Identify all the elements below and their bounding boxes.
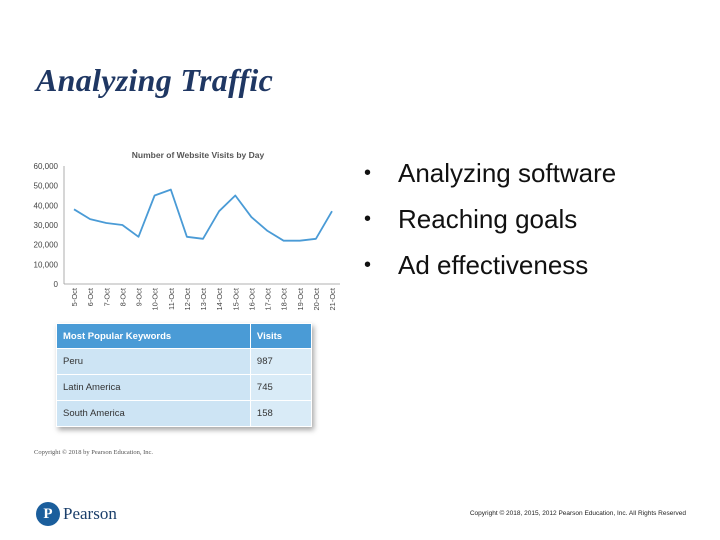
x-tick-label: 16-Oct	[247, 287, 256, 310]
bullet-dot: •	[364, 207, 372, 230]
bullet-item: • Reaching goals	[364, 196, 616, 242]
x-tick-label: 8-Oct	[118, 287, 127, 306]
y-tick-label: 60,000	[34, 162, 59, 171]
y-tick-label: 40,000	[34, 201, 59, 210]
y-tick-label: 20,000	[34, 241, 59, 250]
bullet-text: Ad effectiveness	[398, 249, 589, 280]
pearson-logo: P Pearson	[36, 502, 117, 526]
chart-title: Number of Website Visits by Day	[132, 150, 265, 160]
bullet-item: • Ad effectiveness	[364, 242, 616, 288]
bullet-dot: •	[364, 253, 372, 276]
keyword-cell: Peru	[56, 348, 251, 375]
y-tick-label: 30,000	[34, 221, 59, 230]
bullet-text: Analyzing software	[398, 157, 617, 188]
table-row: Latin America 745	[56, 374, 313, 401]
x-tick-label: 19-Oct	[296, 287, 305, 310]
visits-cell: 987	[249, 348, 313, 375]
y-tick-label: 50,000	[34, 182, 59, 191]
visits-cell: 745	[249, 374, 313, 401]
x-tick-label: 20-Oct	[312, 287, 321, 310]
table-row: Peru 987	[56, 348, 313, 375]
slide-title: Analyzing Traffic	[36, 62, 274, 98]
x-tick-label: 17-Oct	[264, 287, 273, 310]
header-visits: Visits	[249, 323, 313, 349]
bullet-dot: •	[364, 161, 372, 184]
bullet-text: Reaching goals	[398, 203, 578, 234]
y-tick-label: 0	[54, 280, 59, 289]
y-tick-label: 10,000	[34, 260, 59, 269]
x-tick-label: 21-Oct	[328, 287, 337, 310]
x-tick-label: 5-Oct	[70, 287, 79, 306]
x-tick-label: 18-Oct	[280, 287, 289, 310]
visits-cell: 158	[249, 400, 313, 427]
bullet-item: • Analyzing software	[364, 150, 616, 196]
x-tick-label: 7-Oct	[102, 287, 111, 306]
x-tick-label: 9-Oct	[135, 287, 144, 306]
header-keywords: Most Popular Keywords	[56, 323, 251, 349]
x-tick-label: 10-Oct	[151, 287, 160, 310]
pearson-mark-icon: P	[36, 502, 60, 526]
x-tick-label: 6-Oct	[86, 287, 95, 306]
bullet-list: • Analyzing software • Reaching goals • Ad …	[364, 150, 616, 288]
x-tick-label: 15-Oct	[231, 287, 240, 310]
visits-series-line	[73, 188, 333, 242]
keyword-cell: South America	[56, 400, 251, 427]
keywords-table: Most Popular Keywords Visits Peru 987 La…	[56, 323, 313, 427]
logo-text: Pearson	[63, 504, 117, 523]
keyword-cell: Latin America	[56, 374, 251, 401]
figure-credit: Copyright © 2018 by Pearson Education, I…	[34, 449, 154, 456]
x-tick-label: 12-Oct	[183, 287, 192, 310]
x-tick-label: 14-Oct	[215, 287, 224, 310]
footer-copyright: Copyright © 2018, 2015, 2012 Pearson Edu…	[469, 510, 686, 517]
website-visits-chart: Number of Website Visits by Day 0 10,000 2…	[34, 150, 340, 311]
x-tick-label: 13-Oct	[199, 287, 208, 310]
table-header-row: Most Popular Keywords Visits	[56, 323, 313, 349]
x-tick-label: 11-Oct	[167, 287, 176, 310]
table-row: South America 158	[56, 400, 313, 427]
